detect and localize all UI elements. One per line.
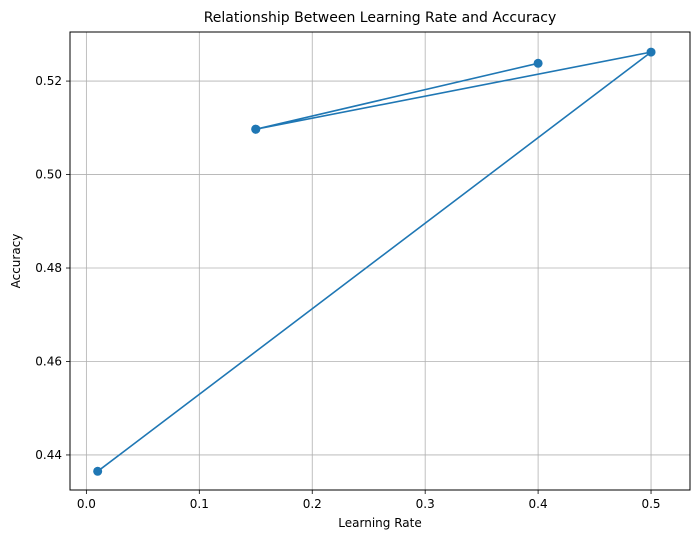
y-tick-label: 0.48 <box>35 261 62 275</box>
x-tick-label: 0.2 <box>303 497 322 511</box>
grid <box>70 32 690 490</box>
data-point <box>533 58 543 68</box>
x-axis-label: Learning Rate <box>338 516 421 530</box>
x-tick-label: 0.3 <box>416 497 435 511</box>
x-tick-label: 0.4 <box>529 497 548 511</box>
y-axis-label: Accuracy <box>9 234 23 289</box>
y-tick-label: 0.52 <box>35 74 62 88</box>
y-tick-label: 0.46 <box>35 354 62 368</box>
data-point <box>646 47 656 57</box>
x-tick-label: 0.1 <box>190 497 209 511</box>
ticks: 0.0 0.1 0.2 0.3 0.4 0.5 0.44 0.46 0.48 0.50 0.52 <box>35 74 660 511</box>
y-tick-label: 0.44 <box>35 448 62 462</box>
x-tick-label: 0.0 <box>77 497 96 511</box>
data-point <box>251 124 261 134</box>
y-tick-label: 0.50 <box>35 168 62 182</box>
series-layer <box>93 47 656 476</box>
series-line <box>97 51 652 472</box>
x-tick-label: 0.5 <box>641 497 660 511</box>
data-point <box>93 466 103 476</box>
chart-title: Relationship Between Learning Rate and A… <box>204 10 557 26</box>
plot-frame <box>69 31 691 491</box>
